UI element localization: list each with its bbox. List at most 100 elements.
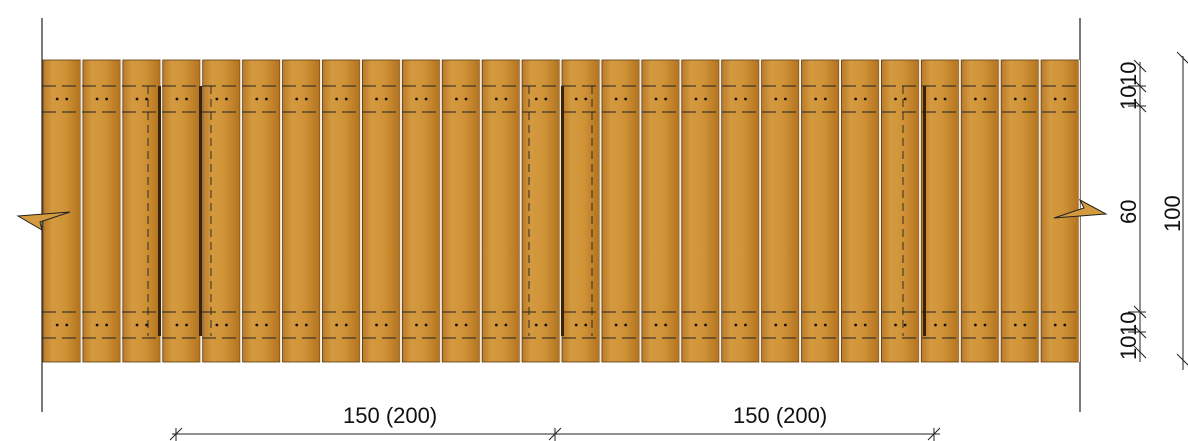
- screw-dot: [614, 323, 618, 327]
- deck-board: [42, 59, 81, 363]
- screw-dot: [894, 323, 897, 327]
- screw-dot: [185, 323, 188, 327]
- deck-board: [841, 59, 880, 363]
- screw-dot: [255, 323, 259, 327]
- screw-dot: [1013, 323, 1017, 327]
- butt-joint: [158, 86, 161, 336]
- spacing-label-right: 150 (200): [733, 403, 827, 428]
- deck-board: [601, 59, 640, 363]
- screw-dot: [574, 323, 578, 327]
- screw-dot: [854, 323, 858, 327]
- screw-dot: [185, 97, 188, 101]
- screw-dot: [903, 323, 907, 327]
- screw-dot: [375, 323, 378, 327]
- screw-dot: [424, 323, 428, 327]
- screw-dot: [744, 97, 747, 101]
- deck-board: [481, 59, 520, 363]
- screw-dot: [384, 323, 388, 327]
- screw-dot: [854, 97, 858, 101]
- deck-board: [721, 59, 760, 363]
- deck-board: [960, 59, 1000, 363]
- joist-rails: [42, 85, 1080, 339]
- screw-dot: [783, 97, 787, 101]
- break-symbol-right: [1053, 198, 1108, 219]
- screw-dot: [304, 97, 308, 101]
- screw-dot: [1023, 323, 1027, 327]
- screw-dot: [934, 97, 937, 101]
- screw-dot: [455, 323, 458, 327]
- screw-dot: [175, 97, 179, 101]
- screw-dot: [494, 97, 498, 101]
- break-symbol-left: [16, 211, 71, 232]
- screw-dot: [335, 97, 339, 101]
- deck-board: [521, 59, 560, 363]
- deck-board: [1040, 59, 1079, 363]
- screw-dot: [424, 97, 428, 101]
- screw-dot: [654, 97, 658, 101]
- screw-dot: [983, 323, 987, 327]
- screw-dot: [744, 323, 747, 327]
- deck-board: [561, 59, 600, 363]
- deck-board: [82, 59, 121, 363]
- deck-board: [202, 59, 241, 363]
- screw-dot: [694, 323, 698, 327]
- screw-dot: [614, 97, 618, 101]
- height-label-middle: 60: [1116, 200, 1141, 224]
- screw-dot: [295, 323, 299, 327]
- screw-dot: [105, 97, 109, 101]
- screw-dot: [544, 97, 548, 101]
- screw-dot: [983, 97, 987, 101]
- screw-dot: [384, 97, 388, 101]
- deck-board: [322, 59, 361, 363]
- screw-dot: [974, 323, 977, 327]
- screw-dot: [264, 97, 268, 101]
- screw-dot: [783, 323, 787, 327]
- screw-dot: [823, 97, 827, 101]
- screw-dot: [624, 323, 628, 327]
- screw-dot: [734, 323, 738, 327]
- screw-dot: [574, 97, 578, 101]
- screw-dot: [344, 97, 348, 101]
- screw-dot: [455, 97, 458, 101]
- screw-dot: [654, 323, 658, 327]
- screw-dot: [584, 97, 588, 101]
- screw-dot: [335, 323, 339, 327]
- screw-dot: [255, 97, 259, 101]
- screw-dot: [624, 97, 628, 101]
- screw-dot: [534, 323, 538, 327]
- screw-dot: [943, 323, 947, 327]
- screw-dot: [55, 323, 59, 327]
- deck-board: [122, 59, 161, 363]
- screw-dot: [65, 97, 69, 101]
- deck-board: [401, 59, 441, 363]
- screw-dot: [375, 97, 378, 101]
- deck-board: [681, 59, 720, 363]
- screw-dot: [544, 323, 548, 327]
- screw-dot: [135, 323, 139, 327]
- screw-dot: [734, 97, 738, 101]
- deck-board: [441, 59, 481, 363]
- deck-board: [282, 59, 321, 363]
- butt-joints: [147, 86, 926, 336]
- screw-dot: [105, 323, 109, 327]
- screw-dot: [215, 323, 219, 327]
- screw-dot: [215, 97, 219, 101]
- screw-dot: [823, 323, 827, 327]
- screw-dot: [504, 97, 508, 101]
- screw-dot: [494, 323, 498, 327]
- screw-dots: [55, 97, 1067, 327]
- screw-dot: [135, 97, 139, 101]
- screw-dot: [65, 323, 69, 327]
- screw-dot: [1063, 97, 1067, 101]
- height-label-total: 100: [1160, 195, 1185, 232]
- screw-dot: [664, 97, 667, 101]
- screw-dot: [225, 97, 228, 101]
- height-label-bottom-a: 10: [1116, 312, 1141, 336]
- screw-dot: [504, 323, 508, 327]
- screw-dot: [534, 97, 538, 101]
- screw-dot: [145, 323, 148, 327]
- screw-dot: [145, 97, 148, 101]
- screw-dot: [694, 97, 698, 101]
- screw-dot: [943, 97, 947, 101]
